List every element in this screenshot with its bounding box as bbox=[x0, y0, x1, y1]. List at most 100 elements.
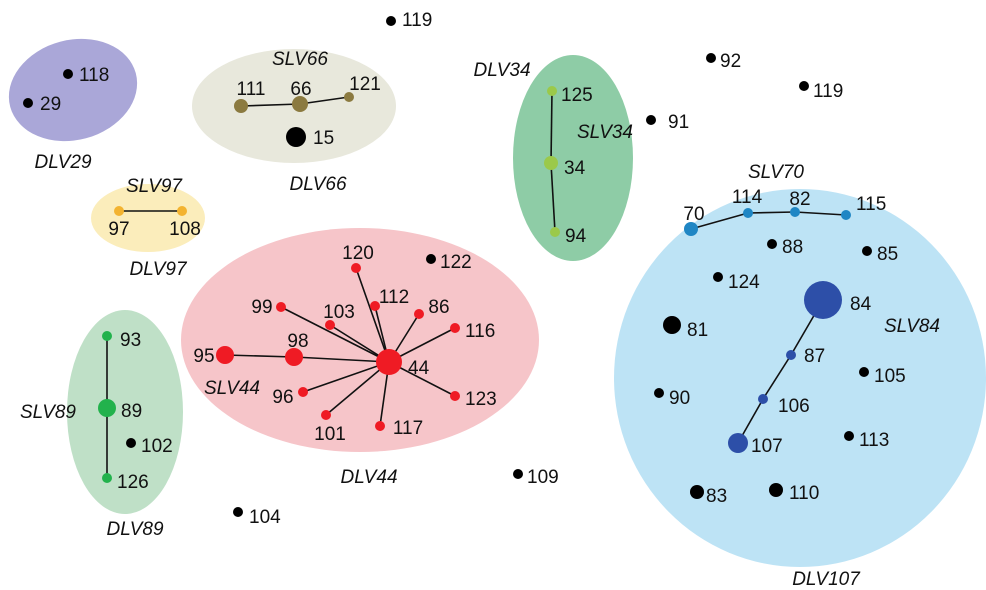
node-106 bbox=[758, 394, 768, 404]
node-label-87: 87 bbox=[804, 346, 825, 367]
node-label-112: 112 bbox=[379, 287, 409, 308]
node-101 bbox=[321, 410, 331, 420]
node-label-116: 116 bbox=[465, 321, 495, 342]
node-85 bbox=[862, 246, 872, 256]
slv84-label: SLV84 bbox=[884, 316, 940, 337]
dlv89-ellipse bbox=[67, 310, 183, 514]
node-124 bbox=[713, 272, 723, 282]
node-105 bbox=[859, 367, 869, 377]
node-108 bbox=[177, 206, 187, 216]
node-label-123: 123 bbox=[465, 389, 497, 410]
slv66-label: SLV66 bbox=[272, 49, 328, 70]
edge-111-66 bbox=[240, 103, 301, 107]
edge-66-121 bbox=[299, 96, 350, 105]
node-112 bbox=[370, 301, 380, 311]
node-label-119a: 119 bbox=[402, 10, 432, 31]
edge-34-94 bbox=[550, 162, 556, 233]
node-label-120: 120 bbox=[342, 243, 374, 264]
node-label-107: 107 bbox=[751, 436, 783, 457]
node-label-103: 103 bbox=[323, 302, 355, 323]
node-81 bbox=[663, 316, 681, 334]
node-83 bbox=[690, 485, 704, 499]
node-label-122: 122 bbox=[440, 252, 472, 273]
edge-98-44 bbox=[293, 356, 390, 363]
node-label-66: 66 bbox=[290, 79, 311, 100]
node-label-113: 113 bbox=[859, 430, 889, 451]
node-98 bbox=[285, 348, 303, 366]
dlv34-ellipse bbox=[513, 55, 633, 261]
node-122 bbox=[426, 254, 436, 264]
node-120 bbox=[351, 263, 361, 273]
node-label-93: 93 bbox=[120, 330, 141, 351]
node-label-106: 106 bbox=[778, 396, 810, 417]
slv89-label: SLV89 bbox=[20, 402, 76, 423]
node-110 bbox=[769, 483, 783, 497]
node-15 bbox=[286, 127, 306, 147]
node-88 bbox=[767, 239, 777, 249]
node-29 bbox=[23, 98, 33, 108]
node-label-104: 104 bbox=[249, 507, 281, 528]
node-label-101: 101 bbox=[314, 424, 346, 445]
node-label-83: 83 bbox=[706, 486, 727, 507]
node-119b bbox=[799, 81, 809, 91]
node-113 bbox=[844, 431, 854, 441]
node-82 bbox=[790, 207, 800, 217]
edge-87-106 bbox=[762, 354, 792, 400]
edge-95-98 bbox=[224, 354, 295, 358]
node-label-95: 95 bbox=[193, 346, 214, 367]
node-97 bbox=[114, 206, 124, 216]
node-label-94: 94 bbox=[565, 226, 587, 247]
slv44-label: SLV44 bbox=[204, 378, 260, 399]
node-104 bbox=[233, 507, 243, 517]
slv70-label: SLV70 bbox=[748, 162, 804, 183]
node-99 bbox=[276, 302, 286, 312]
node-116 bbox=[450, 323, 460, 333]
node-label-81: 81 bbox=[687, 320, 708, 341]
node-label-15: 15 bbox=[313, 128, 334, 149]
dlv44-ellipse bbox=[181, 228, 539, 452]
node-label-105: 105 bbox=[874, 366, 906, 387]
node-92 bbox=[706, 53, 716, 63]
node-label-124: 124 bbox=[728, 272, 760, 293]
node-label-121: 121 bbox=[349, 74, 381, 95]
node-87 bbox=[786, 350, 796, 360]
node-label-110: 110 bbox=[789, 483, 819, 504]
node-label-114: 114 bbox=[732, 187, 763, 208]
node-89 bbox=[98, 399, 116, 417]
node-label-29: 29 bbox=[40, 94, 61, 115]
node-96 bbox=[298, 387, 308, 397]
group-ellipses bbox=[8, 38, 986, 567]
dlv97-label: DLV97 bbox=[129, 259, 187, 280]
node-119a bbox=[386, 16, 396, 26]
dlv66-label: DLV66 bbox=[289, 174, 346, 195]
node-90 bbox=[654, 388, 664, 398]
dlv29-label: DLV29 bbox=[34, 152, 91, 173]
node-109 bbox=[513, 469, 523, 479]
node-label-102: 102 bbox=[141, 436, 173, 457]
node-94 bbox=[550, 227, 560, 237]
dlv107-ellipse bbox=[614, 189, 986, 567]
node-label-97: 97 bbox=[108, 219, 129, 240]
node-label-99: 99 bbox=[251, 297, 272, 318]
dlv97-ellipse bbox=[91, 184, 205, 252]
node-103 bbox=[325, 320, 335, 330]
node-label-90: 90 bbox=[669, 388, 690, 409]
node-label-85: 85 bbox=[877, 244, 898, 265]
node-107 bbox=[728, 433, 748, 453]
node-117 bbox=[375, 421, 385, 431]
node-label-109: 109 bbox=[527, 467, 559, 488]
node-86 bbox=[414, 309, 424, 319]
node-70 bbox=[684, 222, 698, 236]
node-label-111: 111 bbox=[237, 79, 266, 100]
dlv29-ellipse bbox=[8, 38, 138, 142]
node-label-92: 92 bbox=[720, 51, 741, 72]
node-95 bbox=[216, 346, 234, 364]
node-label-96: 96 bbox=[272, 387, 293, 408]
edge-96-44 bbox=[302, 361, 390, 393]
node-label-44: 44 bbox=[408, 358, 430, 379]
node-34 bbox=[544, 156, 558, 170]
edge-101-44 bbox=[325, 361, 390, 416]
node-118 bbox=[63, 69, 73, 79]
node-111 bbox=[234, 99, 248, 113]
